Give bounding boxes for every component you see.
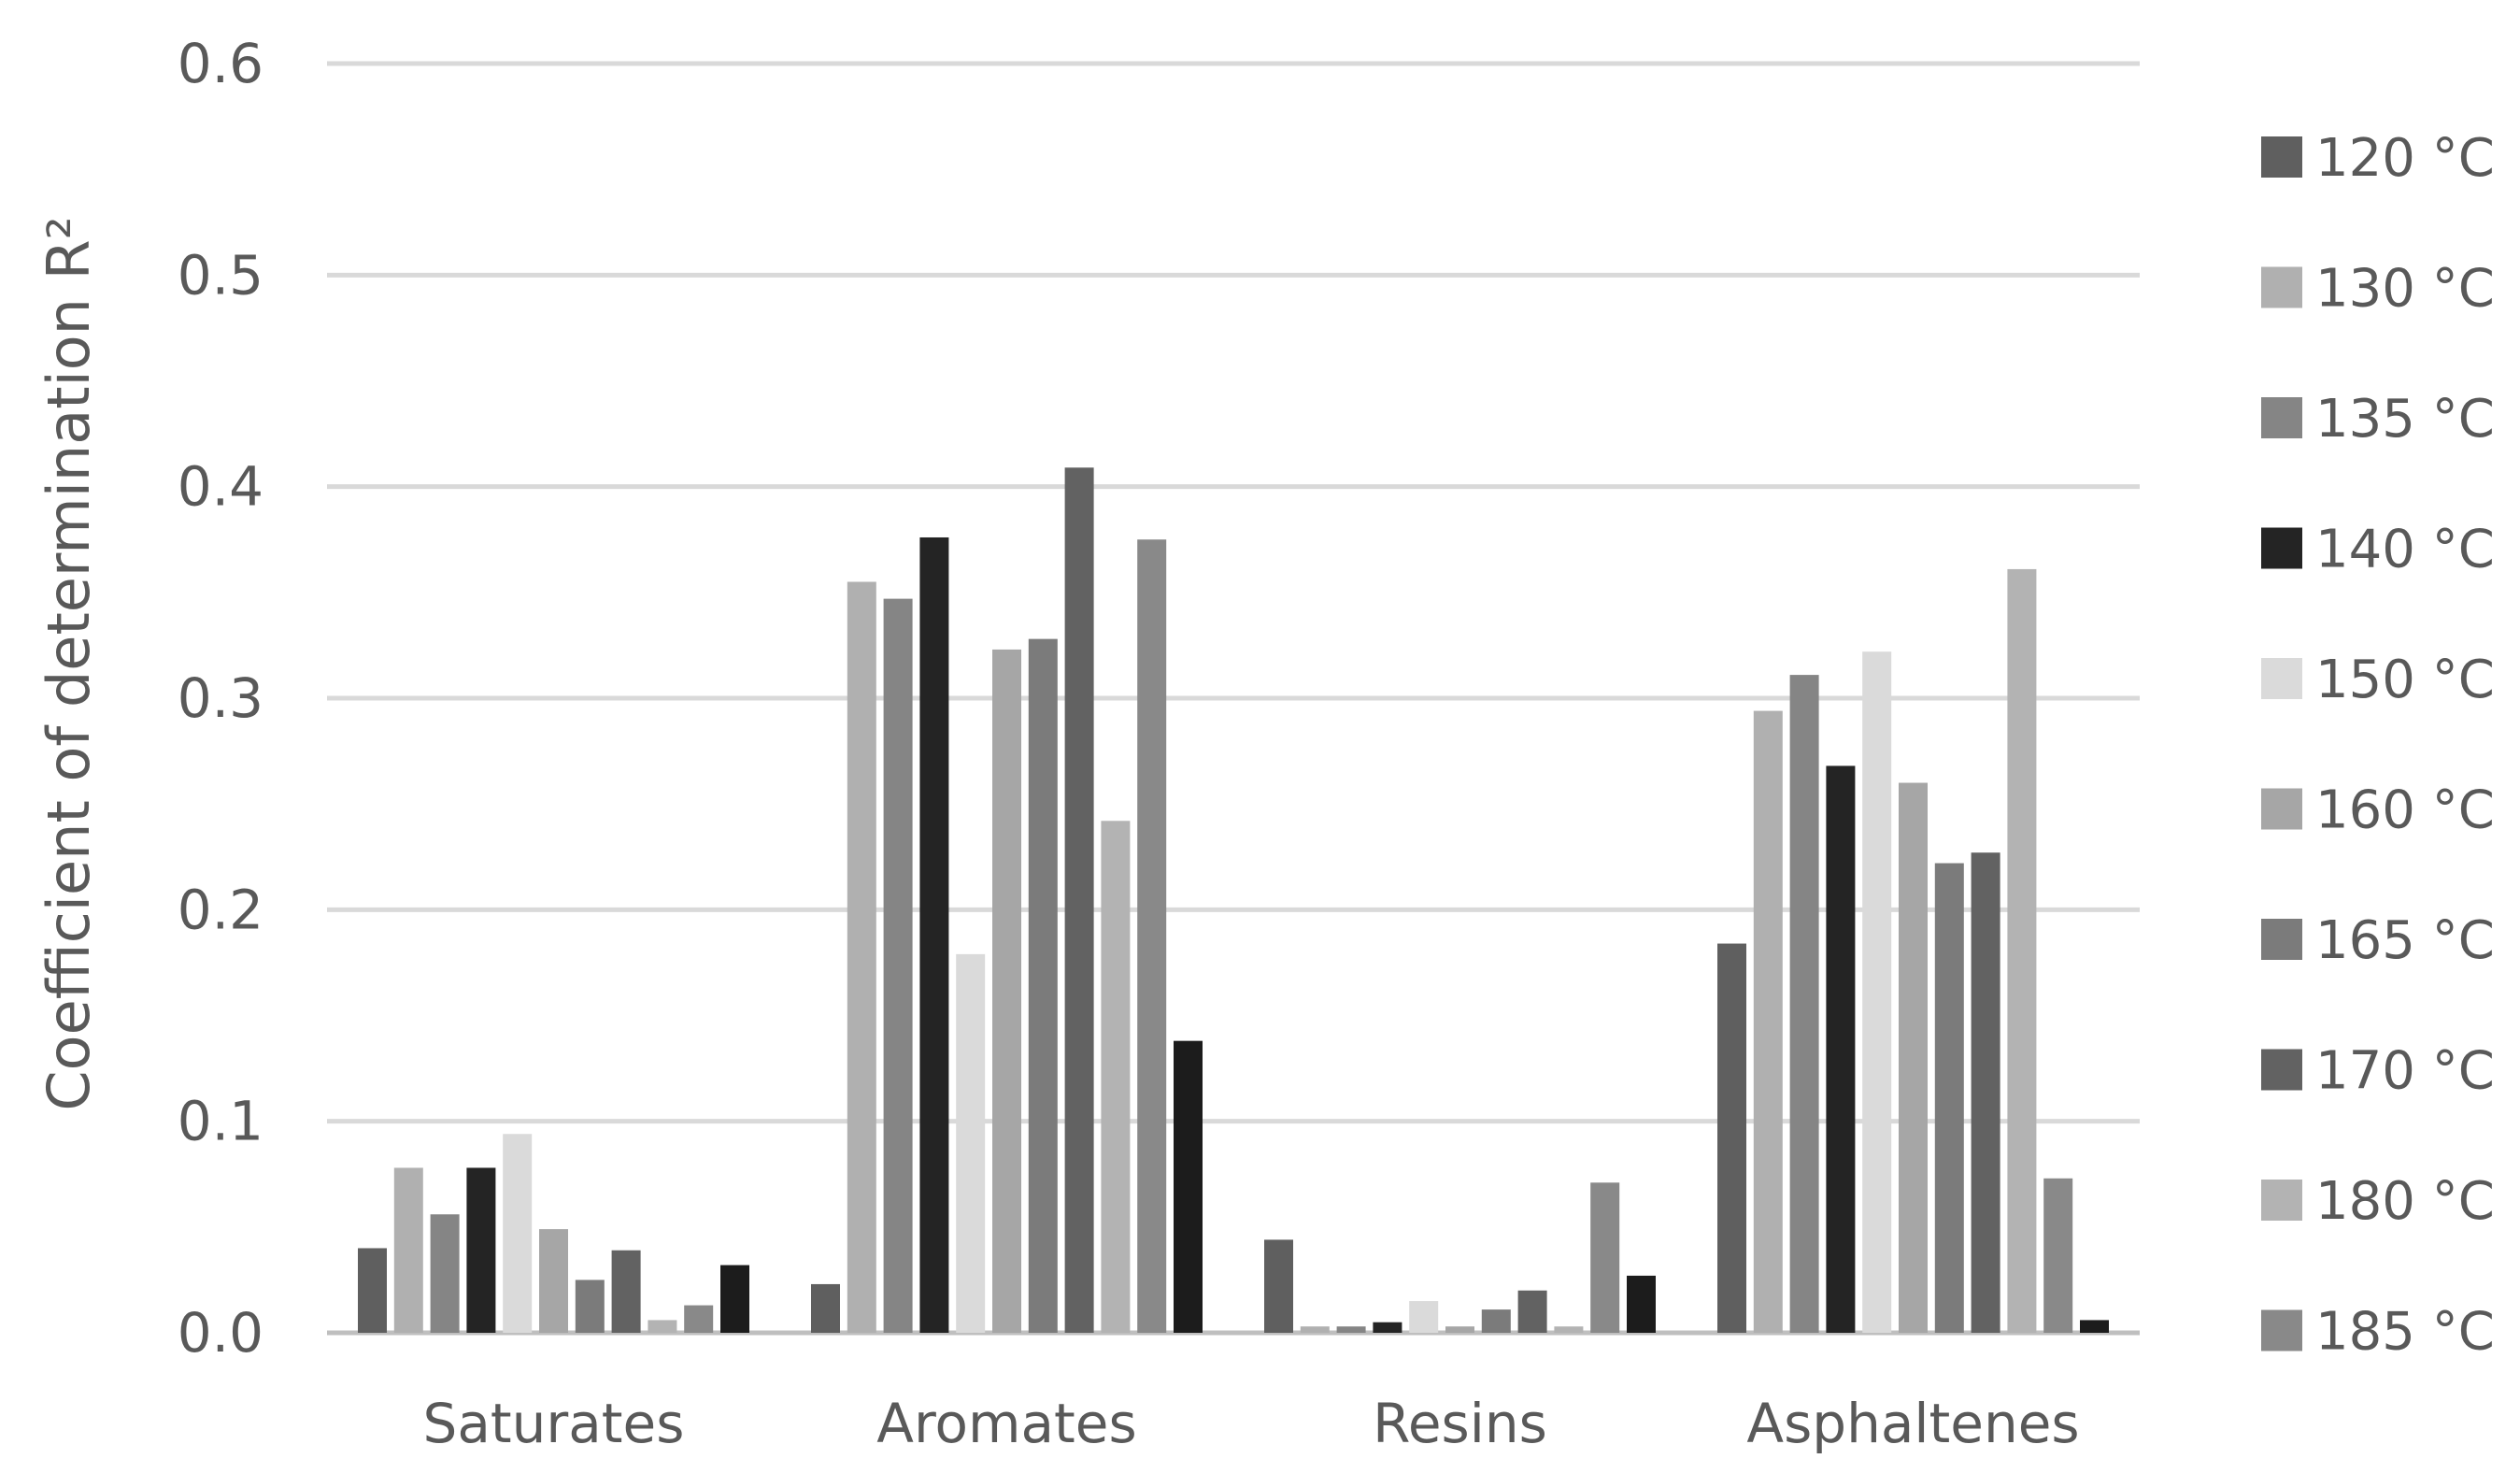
- bar: [1554, 1326, 1584, 1333]
- bar: [956, 953, 986, 1333]
- bar: [1753, 710, 1783, 1333]
- legend-swatch: [2261, 919, 2302, 960]
- legend-label: 130 °C: [2315, 259, 2495, 320]
- y-tick-label: 0.2: [178, 878, 263, 941]
- bar: [1300, 1326, 1330, 1333]
- bar: [1934, 863, 1964, 1333]
- bar: [1101, 821, 1131, 1333]
- bar: [2007, 568, 2037, 1333]
- x-category-label: Resins: [1373, 1392, 1547, 1455]
- x-category-label: Asphaltenes: [1746, 1392, 2079, 1455]
- y-tick-label: 0.4: [178, 455, 263, 519]
- legend-label: 150 °C: [2315, 650, 2495, 710]
- legend-label: 120 °C: [2315, 128, 2495, 189]
- legend-label: 180 °C: [2315, 1171, 2495, 1232]
- legend-swatch: [2261, 1180, 2302, 1221]
- legend-swatch: [2261, 527, 2302, 569]
- bar: [1627, 1275, 1656, 1333]
- bar: [1264, 1239, 1293, 1333]
- legend-label: 165 °C: [2315, 910, 2495, 971]
- legend-swatch: [2261, 658, 2302, 699]
- bar: [1174, 1040, 1203, 1333]
- bar: [430, 1214, 460, 1333]
- gridlines: [327, 61, 2140, 1336]
- bar: [2043, 1178, 2073, 1333]
- bar: [1862, 651, 1892, 1333]
- y-tick-label: 0.1: [178, 1090, 263, 1153]
- bar: [1336, 1326, 1366, 1333]
- bars: [358, 467, 2109, 1334]
- bar: [1409, 1301, 1439, 1333]
- bar: [1064, 467, 1094, 1334]
- legend-swatch: [2261, 788, 2302, 830]
- y-axis-label: Coefficient of determination R²: [35, 216, 103, 1110]
- legend: 120 °C 130 °C 135 °C 140 °C 150 °C 160 °C 165 …: [2261, 128, 2495, 1363]
- bar: [539, 1229, 568, 1333]
- bar: [847, 581, 876, 1333]
- bar: [684, 1305, 714, 1333]
- bar: [1899, 782, 1928, 1333]
- y-axis-ticks: 0.0 0.1 0.2 0.3 0.4 0.5 0.6: [178, 32, 263, 1365]
- bar: [1826, 765, 1856, 1333]
- bar: [1481, 1309, 1511, 1333]
- x-category-label: Saturates: [423, 1392, 685, 1455]
- bar: [1590, 1182, 1620, 1333]
- x-category-label: Aromates: [876, 1392, 1136, 1455]
- bar: [575, 1280, 605, 1333]
- bar: [1445, 1326, 1474, 1333]
- bar: [611, 1250, 641, 1333]
- y-tick-label: 0.0: [178, 1301, 263, 1365]
- bar: [811, 1283, 840, 1333]
- legend-swatch: [2261, 397, 2302, 438]
- bar: [1373, 1322, 1402, 1333]
- legend-label: 170 °C: [2315, 1041, 2495, 1102]
- bar: [358, 1248, 387, 1333]
- legend-swatch: [2261, 266, 2302, 308]
- bar: [466, 1167, 496, 1333]
- bar: [1137, 539, 1167, 1333]
- bar: [1789, 675, 1819, 1333]
- y-tick-label: 0.6: [178, 32, 263, 95]
- bar: [1517, 1290, 1547, 1333]
- y-tick-label: 0.3: [178, 666, 263, 730]
- legend-swatch: [2261, 1049, 2302, 1091]
- legend-label: 185 °C: [2315, 1302, 2495, 1363]
- bar: [883, 598, 913, 1333]
- bar: [2080, 1320, 2109, 1333]
- legend-label: 135 °C: [2315, 389, 2495, 450]
- bar: [720, 1265, 749, 1333]
- bar: [648, 1320, 677, 1333]
- bar: [393, 1167, 423, 1333]
- bar: [919, 536, 949, 1333]
- bar: [1971, 852, 2000, 1333]
- bar: [503, 1134, 533, 1333]
- legend-swatch: [2261, 136, 2302, 178]
- legend-label: 140 °C: [2315, 520, 2495, 580]
- legend-swatch: [2261, 1309, 2302, 1351]
- bar: [1028, 638, 1058, 1333]
- bar: [992, 649, 1021, 1333]
- y-tick-label: 0.5: [178, 243, 263, 307]
- x-axis-categories: Saturates Aromates Resins Asphaltenes: [423, 1392, 2080, 1455]
- bar: [1717, 943, 1746, 1333]
- legend-label: 160 °C: [2315, 780, 2495, 841]
